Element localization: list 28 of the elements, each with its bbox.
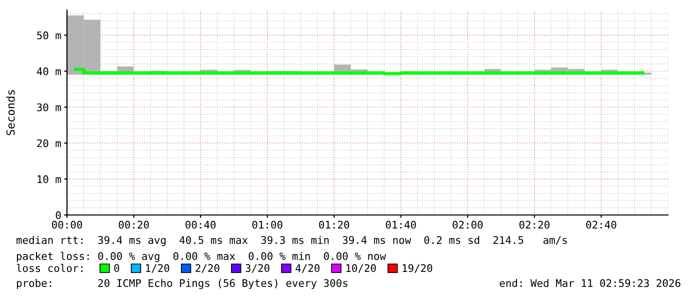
y-tick-label: 30 m bbox=[37, 103, 61, 112]
x-tick-label: 01:00 bbox=[252, 220, 282, 229]
y-tick-label: 20 m bbox=[37, 139, 61, 148]
legend-label: 4/20 bbox=[296, 264, 320, 273]
legend-label: 3/20 bbox=[246, 264, 270, 273]
legend-title: loss color: bbox=[16, 264, 82, 272]
x-tick-label: 01:20 bbox=[319, 220, 350, 229]
text: packet loss: 0.00 % avg 0.00 % max 0.00 % min 0.00 % now bbox=[16, 252, 386, 262]
x-tick-label: 02:00 bbox=[452, 220, 483, 229]
x-tick-label: 01:40 bbox=[386, 220, 416, 229]
text: median rtt: 39.4 ms avg 40.5 ms max 39.3 ms min 39.4 ms now 0.2 ms sd 214.5 am/s bbox=[16, 236, 567, 246]
legend-label: 1/20 bbox=[146, 264, 170, 273]
text: end: Wed Mar 11 02:59:23 2026 bbox=[500, 278, 680, 288]
legend-label: 19/20 bbox=[402, 264, 432, 273]
x-tick-label: 00:00 bbox=[52, 220, 82, 229]
y-tick-label: 40 m bbox=[36, 67, 61, 76]
x-tick-label: 00:40 bbox=[186, 220, 216, 229]
legend-label: 10/20 bbox=[346, 264, 376, 273]
x-tick-label: 02:40 bbox=[586, 220, 616, 229]
legend-label: 2/20 bbox=[196, 264, 220, 273]
text: probe: 20 ICMP Echo Pings (56 Bytes) every 300s bbox=[16, 278, 348, 290]
y-tick-label: 10 m bbox=[38, 175, 61, 184]
x-tick-label: 02:20 bbox=[519, 220, 550, 229]
y-axis-title: Seconds bbox=[6, 90, 15, 136]
y-tick-label: 50 m bbox=[37, 31, 61, 40]
x-tick-label: 00:20 bbox=[118, 220, 149, 229]
legend-label: 0 bbox=[114, 264, 120, 272]
y-tick-label: 0 bbox=[56, 211, 61, 220]
